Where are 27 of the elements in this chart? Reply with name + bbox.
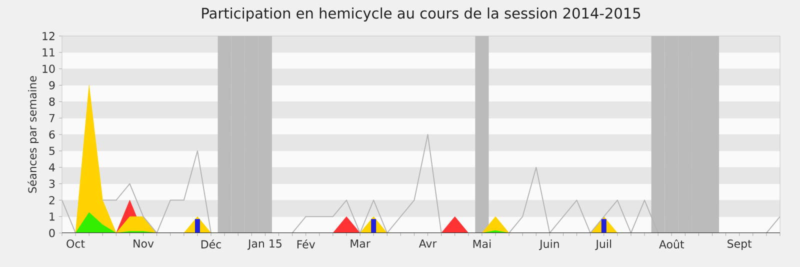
y-axis-title: Séances par semaine [28,76,39,193]
x-tick-label: Juil [595,240,612,250]
x-tick-label: Mar [350,240,370,248]
x-tick-label: Nov [134,240,154,248]
y-tick-label: 2 [49,196,54,204]
y-tick-label: 11 [42,48,54,56]
x-tick-label: Oct [66,240,85,248]
x-tick-label: Jan 15 [247,240,282,250]
x-tick-label: Mai [473,240,491,248]
y-tick-label: 5 [49,146,55,156]
y-tick-label: 10 [42,64,55,73]
x-tick-label: Déc [201,240,221,248]
x-tick-label: Fév [297,240,316,248]
y-tick-label: 6 [49,130,55,139]
x-tick-label: Avr [418,240,437,248]
chart-title: Participation en hemicycle au cours de la session 2014-2015 [202,7,640,22]
y-tick-label: 3 [49,180,55,188]
x-tick-label: Juin [539,240,559,250]
y-tick-label: 4 [49,163,55,172]
x-tick-label: Août [659,240,684,248]
y-tick-label: 8 [49,98,55,106]
y-tick-label: 9 [49,81,55,90]
y-tick-label: 1 [50,212,54,221]
y-tick-label: 12 [42,32,54,40]
x-tick-label: Sept [728,240,752,250]
y-tick-label: 0 [49,228,55,238]
y-tick-label: 7 [49,114,55,122]
